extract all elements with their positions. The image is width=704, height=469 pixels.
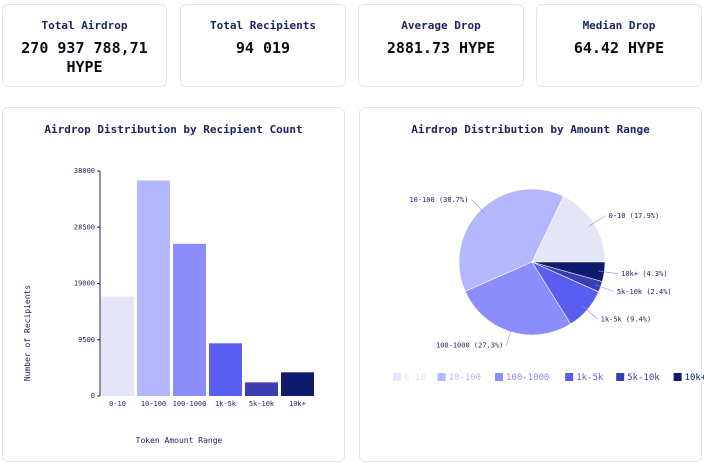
bar-chart-title: Airdrop Distribution by Recipient Count <box>44 123 303 136</box>
y-tick-label: 9500 <box>78 336 95 344</box>
stat-card-median-drop: Median Drop 64.42 HYPE <box>536 4 702 87</box>
stat-card-total-recipients: Total Recipients 94 019 <box>180 4 346 87</box>
legend-label-100-1000: 100-1000 <box>506 373 549 383</box>
stat-title: Average Drop <box>401 19 481 32</box>
legend-label-5k-10k: 5k-10k <box>627 373 660 383</box>
bar-10-100 <box>137 180 170 396</box>
stat-value: 270 937 788,71 HYPE <box>3 39 166 77</box>
pie-chart-title: Airdrop Distribution by Amount Range <box>411 123 650 136</box>
legend-label-10k+: 10k+ <box>685 373 704 383</box>
bar-1k-5k <box>209 343 242 396</box>
y-tick-label: 19000 <box>74 280 95 288</box>
stat-card-total-airdrop: Total Airdrop 270 937 788,71 HYPE <box>2 4 167 87</box>
bar-10k+ <box>281 372 314 396</box>
x-tick-label: 0-10 <box>109 400 126 408</box>
legend-label-0-10: 0-10 <box>404 373 426 383</box>
slice-leader-line <box>595 284 614 292</box>
x-axis-label: Token Amount Range <box>136 436 223 445</box>
slice-leader-line <box>506 326 513 346</box>
legend-swatch <box>673 373 682 381</box>
slice-leader-line <box>582 305 598 320</box>
pie-chart: 0-10 (17.9%) 10-100 (38.7%) 100-1000 (27.3… <box>393 188 704 383</box>
y-tick-label: 0 <box>91 392 95 400</box>
slice-leader-line <box>588 215 606 227</box>
y-tick-label: 28500 <box>74 223 95 231</box>
slice-label: 10k+ (4.3%) <box>621 270 667 278</box>
stat-title: Total Airdrop <box>41 19 128 32</box>
legend-swatch <box>565 373 574 381</box>
x-tick-label: 100-1000 <box>173 400 207 408</box>
stat-value: 64.42 HYPE <box>573 39 665 57</box>
legend-swatch <box>495 373 503 381</box>
legend-swatch <box>616 373 625 381</box>
stat-card-average-drop: Average Drop 2881.73 HYPE <box>358 4 524 87</box>
stat-value-unit: HYPE <box>66 58 103 76</box>
x-tick-label: 1k-5k <box>215 400 237 408</box>
slice-label: 5k-10k (2.4%) <box>617 288 672 296</box>
slice-leader-line <box>471 199 486 214</box>
stat-title: Total Recipients <box>210 19 316 32</box>
legend-swatch <box>437 373 446 381</box>
legend-label-10-100: 10-100 <box>449 373 482 383</box>
y-tick-label: 38000 <box>74 167 95 175</box>
pie-chart-card: Airdrop Distribution by Amount Range 0-1… <box>359 107 704 462</box>
x-tick-label: 5k-10k <box>249 400 275 408</box>
slice-label: 100-1000 (27.3%) <box>436 342 503 350</box>
x-tick-label: 10-100 <box>141 400 166 408</box>
slice-label: 1k-5k (9.4%) <box>601 316 652 324</box>
x-tick-label: 10k+ <box>289 400 306 408</box>
stat-value: 94 019 <box>235 39 291 57</box>
bar-5k-10k <box>245 382 278 396</box>
y-axis-label: Number of Recipients <box>23 285 32 382</box>
bar-chart: 0 9500 19000 28500 38000 0-10 10-100 100-1000 1k… <box>23 167 314 445</box>
bar-100-1000 <box>173 243 206 396</box>
stat-value: 2881.73 HYPE <box>386 39 496 57</box>
slice-label: 10-100 (38.7%) <box>409 196 468 204</box>
bar-0-10 <box>101 296 134 396</box>
stat-value-line: 270 937 788,71 <box>21 39 148 57</box>
pie-legend: 0-10 10-100 100-1000 1k-5k 5k-10k 10k+ <box>393 373 704 383</box>
slice-label: 0-10 (17.9%) <box>609 212 660 220</box>
slice-leader-line <box>598 270 619 275</box>
bar-chart-card: Airdrop Distribution by Recipient Count … <box>2 107 345 462</box>
stat-title: Median Drop <box>582 19 656 32</box>
legend-label-1k-5k: 1k-5k <box>576 373 604 383</box>
legend-swatch <box>393 373 401 381</box>
